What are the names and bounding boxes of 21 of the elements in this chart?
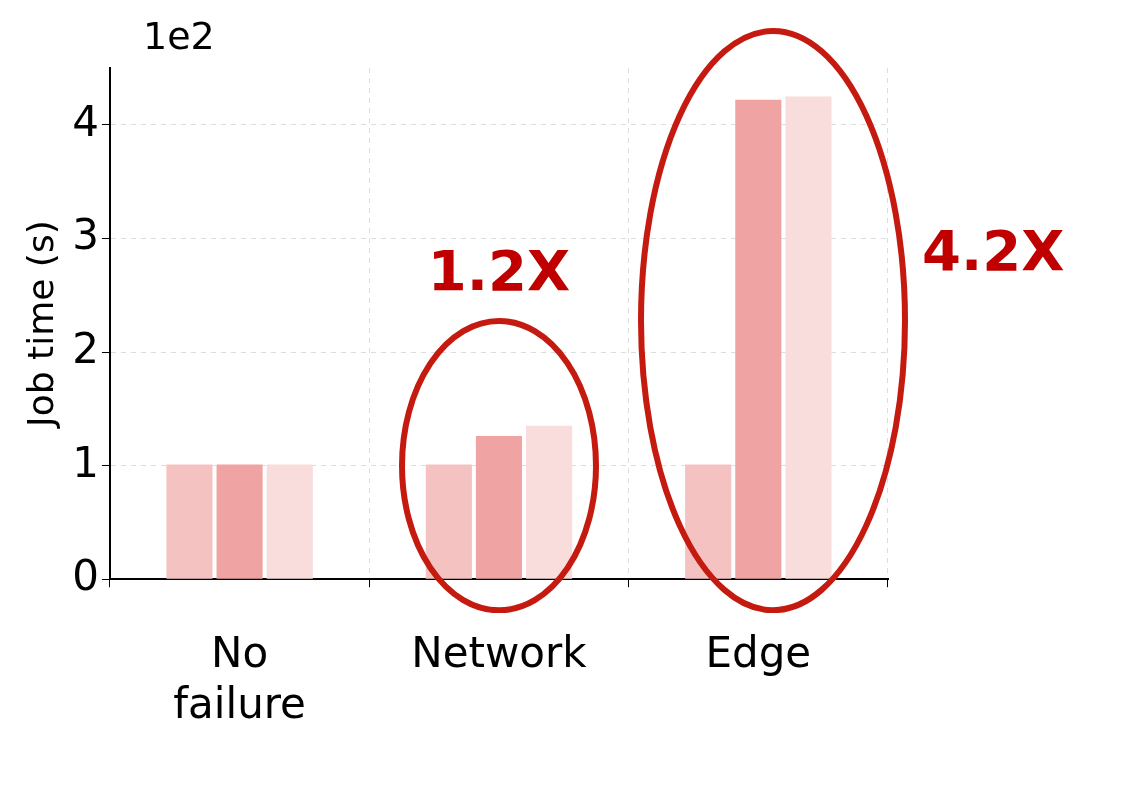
- y-tick-label: 2: [72, 323, 99, 373]
- x-tick-label: No failure: [173, 628, 306, 728]
- bar: [785, 96, 832, 579]
- y-tick-label: 4: [72, 96, 99, 146]
- y-axis-title: Job time (s): [19, 220, 61, 429]
- bar: [216, 464, 263, 579]
- y-tick-label: 3: [72, 210, 99, 260]
- bar: [166, 464, 213, 579]
- text: 4.2X: [921, 218, 1066, 283]
- x-tick-label: Network: [411, 628, 588, 678]
- x-tick-label: Edge: [705, 628, 812, 678]
- y-tick-label: 0: [72, 551, 99, 601]
- bar: [266, 464, 313, 579]
- bar: [735, 99, 782, 579]
- y-tick-label: 1: [72, 437, 99, 487]
- bar: [526, 425, 573, 579]
- text: 1e2: [143, 14, 215, 58]
- bar: [475, 436, 523, 579]
- bar: [425, 464, 472, 579]
- annotation: 1.2X: [426, 237, 572, 303]
- bar: [685, 464, 732, 579]
